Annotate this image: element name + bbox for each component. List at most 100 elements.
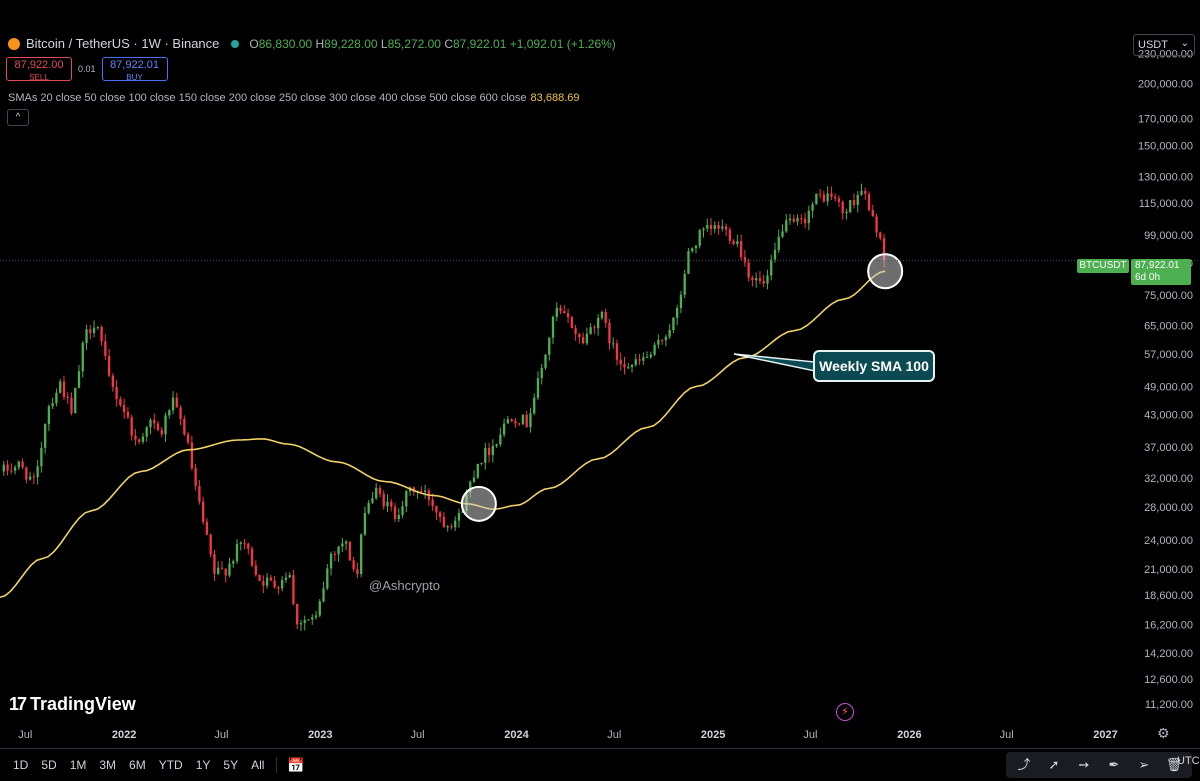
lightning-icon[interactable]: ⚡ [836,703,854,721]
timeframe-1m[interactable]: 1M [69,758,87,772]
sma-layer [0,270,886,599]
candle-body [849,200,852,212]
candle-body [141,436,145,442]
timezone-label[interactable]: UTC [1177,755,1200,767]
candle [359,533,363,578]
candle-body [168,410,171,416]
candle [352,556,355,572]
candle [111,373,115,392]
candle [879,231,882,241]
candle-body [615,343,619,360]
highlight-circle [867,253,904,290]
candle-body [265,577,269,586]
candle [457,508,461,528]
candle [190,436,194,471]
candles-layer [2,183,886,632]
candle [645,351,649,359]
candle-body [653,344,656,355]
candle-body [401,506,404,515]
timeframe-6m[interactable]: 6M [129,758,146,772]
ohlc-values: O86,830.00 H89,228.00 L85,272.00 C87,922… [249,37,615,51]
candle-body [262,581,265,586]
candle-body [442,517,446,528]
line-tool-icon[interactable]: ➚ [1048,757,1060,772]
candle [593,325,596,334]
timeframe-all[interactable]: All [251,758,265,772]
candle-body [638,359,641,361]
candle-body [815,193,818,205]
candle [247,542,250,555]
candle [544,353,547,370]
candle-body [811,204,814,211]
candle [348,541,352,562]
currency-select[interactable]: USDT ⌄ [1133,34,1195,56]
candle-body [6,464,9,471]
timeframe-5y[interactable]: 5Y [223,758,239,772]
candle-body [702,228,705,231]
calendar-icon[interactable]: 📅 [287,756,305,773]
sell-label: SELL [29,73,49,82]
x-tick-label: Jul [803,729,817,741]
candle-body [179,407,182,419]
timeframe-3m[interactable]: 3M [99,758,117,772]
candle-body [175,397,178,408]
candle-body [423,490,427,492]
candle [634,354,637,367]
candle-body [875,216,878,233]
x-tick-label: Jul [1000,729,1014,741]
candle [85,324,88,350]
candle [698,228,701,249]
candle [115,380,118,407]
timeframe-1d[interactable]: 1D [13,758,29,772]
candle-body [724,226,728,230]
candle [164,412,167,442]
brush-tool-icon[interactable]: ✒ [1108,757,1120,772]
timeframe-5d[interactable]: 5D [41,758,57,772]
candle-body [348,541,352,561]
candle-body [751,277,754,281]
timeframe-1y[interactable]: 1Y [195,758,211,772]
indicator-legend[interactable]: SMAs 20 close 50 close 100 close 150 clo… [8,92,579,104]
candle-body [536,378,540,398]
buy-button[interactable]: 87,922.01 BUY [101,57,168,82]
candle-body [484,447,487,463]
candle [781,224,784,238]
candle-body [566,313,570,318]
candle [713,221,716,233]
timeframe-ytd[interactable]: YTD [158,758,183,772]
candle-body [224,568,227,576]
candle [732,239,735,246]
candle-body [879,232,882,239]
candle-body [311,617,314,620]
candle-body [70,397,73,414]
settings-gear-icon[interactable]: ⚙ [1157,725,1170,741]
x-tick-label: Jul [18,729,32,741]
y-tick-label: 14,200.00 [1144,648,1193,660]
candle-body [89,329,92,333]
pattern-tool-icon[interactable]: ⤴ [1017,757,1031,772]
trend-line-icon[interactable]: ➙ [1078,757,1090,772]
candle [213,549,216,581]
collapse-legend-button[interactable]: ^ [7,109,29,126]
highlight-circle [460,485,497,522]
candle-body [533,397,536,414]
trash-icon[interactable]: 🗑 [1165,757,1183,772]
candle-body [706,225,709,229]
candle-body [642,357,645,361]
candle [476,463,479,479]
candle [341,537,344,553]
sell-button[interactable]: 87,922.00 SELL [6,57,72,82]
drawing-tools: ⤴ ➚ ➙ ✒ ➢ 🗑 [1006,752,1192,778]
cursor-icon[interactable]: ➢ [1138,757,1150,772]
candle-body [85,329,88,343]
candle-body [104,341,107,357]
candle-body [122,405,126,413]
candle [292,569,295,606]
symbol-title[interactable]: Bitcoin / TetherUS · 1W · Binance [26,36,220,51]
candle-body [864,190,867,194]
candle [679,290,683,314]
candle [721,219,724,232]
candle-body [59,381,62,393]
candle-body [788,218,792,221]
